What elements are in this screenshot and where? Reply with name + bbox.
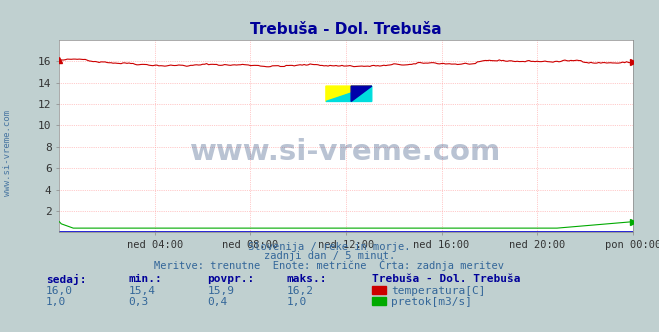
Text: maks.:: maks.: <box>287 274 327 284</box>
Text: Slovenija / reke in morje.: Slovenija / reke in morje. <box>248 242 411 252</box>
Polygon shape <box>326 86 372 102</box>
Text: min.:: min.: <box>129 274 162 284</box>
Text: 16,2: 16,2 <box>287 286 314 295</box>
Text: Trebuša - Dol. Trebuša: Trebuša - Dol. Trebuša <box>372 274 521 284</box>
Text: pretok[m3/s]: pretok[m3/s] <box>391 297 472 307</box>
Text: www.si-vreme.com: www.si-vreme.com <box>190 137 501 166</box>
Text: Meritve: trenutne  Enote: metrične  Črta: zadnja meritev: Meritve: trenutne Enote: metrične Črta: … <box>154 259 505 271</box>
Text: 15,9: 15,9 <box>208 286 235 295</box>
Text: sedaj:: sedaj: <box>46 274 86 285</box>
Text: 1,0: 1,0 <box>46 297 67 307</box>
Polygon shape <box>351 86 372 102</box>
Text: zadnji dan / 5 minut.: zadnji dan / 5 minut. <box>264 251 395 261</box>
Text: www.si-vreme.com: www.si-vreme.com <box>3 110 13 196</box>
Text: povpr.:: povpr.: <box>208 274 255 284</box>
Polygon shape <box>326 86 372 102</box>
Text: 0,4: 0,4 <box>208 297 228 307</box>
Text: 1,0: 1,0 <box>287 297 307 307</box>
Text: 16,0: 16,0 <box>46 286 73 295</box>
Title: Trebuša - Dol. Trebuša: Trebuša - Dol. Trebuša <box>250 22 442 37</box>
Text: 0,3: 0,3 <box>129 297 149 307</box>
Text: temperatura[C]: temperatura[C] <box>391 286 485 295</box>
Text: 15,4: 15,4 <box>129 286 156 295</box>
